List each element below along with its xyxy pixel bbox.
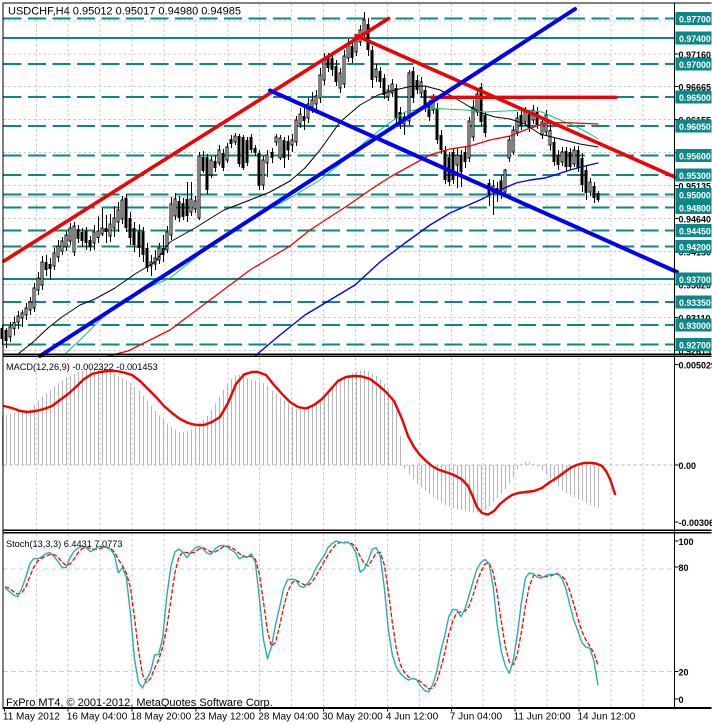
svg-text:0.95600: 0.95600 (679, 151, 711, 161)
svg-text:MACD(12,26,9) -0.002322 -0.001: MACD(12,26,9) -0.002322 -0.001453 (6, 362, 158, 372)
svg-text:0.97000: 0.97000 (679, 60, 711, 70)
svg-text:0.92615: 0.92615 (679, 346, 712, 356)
svg-text:0.94200: 0.94200 (679, 243, 711, 253)
svg-text:0.96500: 0.96500 (679, 93, 711, 103)
svg-text:0.97400: 0.97400 (679, 34, 711, 44)
svg-text:80: 80 (679, 563, 689, 573)
svg-text:11 May 2012: 11 May 2012 (3, 712, 61, 723)
svg-text:0.92700: 0.92700 (679, 340, 711, 350)
svg-text:20: 20 (679, 668, 689, 678)
svg-text:USDCHF,H4 0.95012 0.95017 0.9: USDCHF,H4 0.95012 0.95017 0.94980 0.9498… (8, 6, 241, 18)
svg-text:0.005029: 0.005029 (679, 360, 712, 370)
svg-text:30 May 20:00: 30 May 20:00 (322, 712, 383, 723)
svg-text:0.95000: 0.95000 (679, 191, 711, 201)
svg-text:0.96050: 0.96050 (679, 122, 711, 132)
svg-text:7 Jun 04:00: 7 Jun 04:00 (450, 712, 503, 723)
svg-text:0.97700: 0.97700 (679, 15, 711, 25)
svg-text:28 May 04:00: 28 May 04:00 (258, 712, 319, 723)
svg-text:23 May 12:00: 23 May 12:00 (194, 712, 255, 723)
svg-text:-0.00306: -0.00306 (679, 518, 712, 528)
svg-text:0.95300: 0.95300 (679, 171, 711, 181)
svg-text:16 May 04:00: 16 May 04:00 (67, 712, 128, 723)
svg-text:4 Jun 12:00: 4 Jun 12:00 (386, 712, 439, 723)
svg-text:0.97160: 0.97160 (679, 50, 712, 60)
svg-text:0.95135: 0.95135 (679, 182, 712, 192)
svg-text:0.93000: 0.93000 (679, 321, 711, 331)
svg-text:100: 100 (679, 537, 694, 547)
svg-text:0.94450: 0.94450 (679, 226, 711, 236)
svg-text:0.93700: 0.93700 (679, 275, 711, 285)
svg-text:0.00: 0.00 (679, 461, 697, 471)
svg-text:Stoch(13,3,3) 6.4431 7.0773: Stoch(13,3,3) 6.4431 7.0773 (6, 539, 122, 549)
svg-text:18 May 20:00: 18 May 20:00 (131, 712, 192, 723)
svg-text:0.94640: 0.94640 (679, 215, 712, 225)
svg-text:0: 0 (679, 695, 684, 705)
svg-text:0.96665: 0.96665 (679, 83, 712, 93)
svg-text:0.93350: 0.93350 (679, 298, 711, 308)
svg-text:FxPro MT4, © 2001-2012, MetaQu: FxPro MT4, © 2001-2012, MetaQuotes Softw… (6, 697, 273, 709)
svg-text:14 Jun 12:00: 14 Jun 12:00 (578, 712, 636, 723)
svg-text:11 Jun 20:00: 11 Jun 20:00 (514, 712, 572, 723)
svg-text:0.94800: 0.94800 (679, 204, 711, 214)
